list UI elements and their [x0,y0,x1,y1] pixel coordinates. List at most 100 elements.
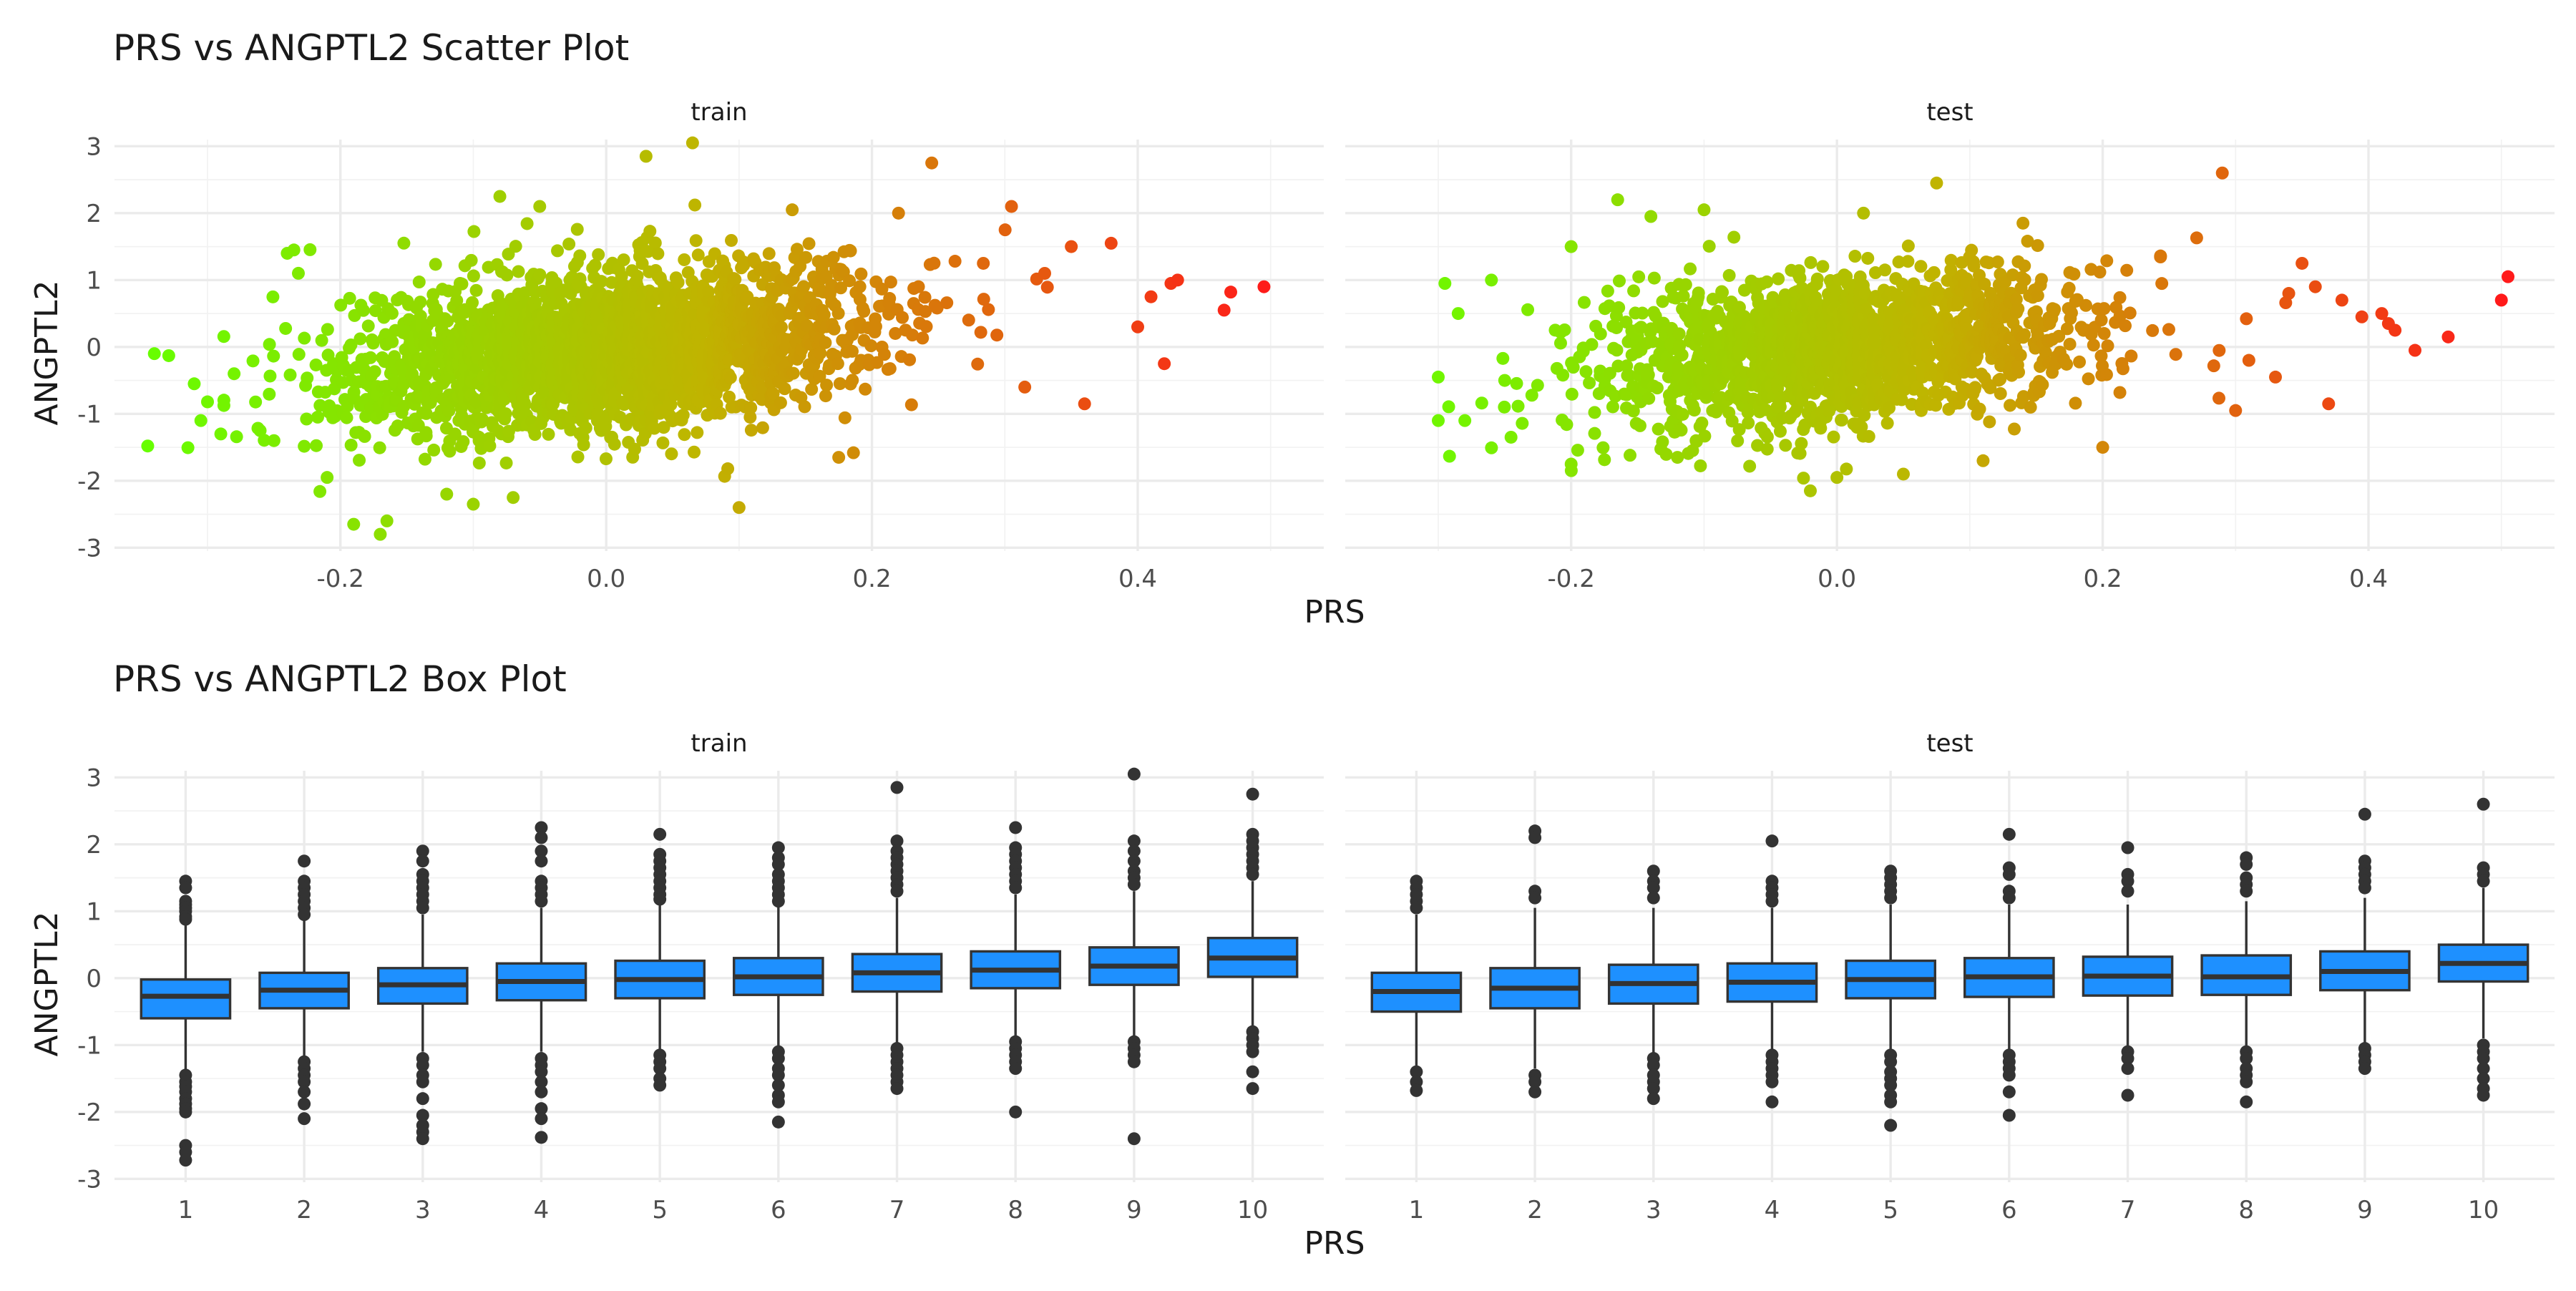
scatter-point [990,328,1004,342]
scatter-point [2269,370,2282,384]
scatter-point [1571,444,1584,457]
scatter-point [1827,430,1840,444]
scatter-point [397,236,411,250]
scatter-point [2154,249,2167,263]
scatter-point [1498,400,1511,414]
y-tick-label: 1 [86,266,102,295]
scatter-point [528,428,542,442]
scatter-point [2060,322,2074,336]
scatter-point [1566,361,1580,374]
scatter-point [1659,447,1673,461]
outlier-point [1646,864,1660,878]
scatter-point [628,442,641,456]
scatter-point [2389,323,2402,337]
scatter-point [1727,230,1741,244]
scatter-point [884,276,897,289]
scatter-x-axis-title: PRS [1304,594,1365,630]
scatter-point [298,331,311,345]
y-tick-label: 2 [86,200,102,228]
scatter-point [1565,387,1579,401]
scatter-point [814,346,827,360]
scatter-point [1687,404,1701,417]
y-tick-label: -2 [77,1098,102,1127]
scatter-point [813,369,826,383]
scatter-point [1521,303,1535,316]
scatter-point [579,421,592,434]
scatter-point [2240,312,2253,326]
scatter-point [419,429,433,443]
scatter-point [918,291,932,304]
scatter-point [599,419,613,433]
scatter-point [648,236,662,250]
outlier-point [2477,1072,2490,1086]
scatter-point [1773,424,1787,438]
x-tick-label: 7 [889,1196,905,1224]
scatter-point [500,268,514,282]
scatter-point [441,314,454,328]
scatter-point [1553,336,1567,350]
scatter-point [744,424,758,437]
scatter-point [599,452,613,466]
scatter-point [551,244,565,258]
outlier-point [771,1068,785,1082]
scatter-point [1504,430,1518,444]
scatter-point [1973,402,1986,416]
scatter-point [2018,259,2031,273]
scatter-point [279,321,293,335]
scatter-point [1675,349,1689,362]
scatter-point [2067,268,2081,281]
scatter-point [2034,273,2048,286]
scatter-point [737,258,751,272]
scatter-point [1078,397,1091,411]
scatter-point [2162,323,2175,336]
scatter-point [162,349,175,362]
x-tick-label: -0.2 [317,565,364,593]
scatter-point [467,269,480,283]
outlier-point [1528,891,1542,905]
scatter-point [728,273,742,286]
scatter-point [1810,272,1824,286]
scatter-point [1779,439,1792,452]
scatter-point [916,331,930,345]
scatter-point [507,491,520,505]
scatter-point [948,255,962,268]
scatter-point [356,303,370,317]
scatter-point [1760,442,1774,456]
y-tick-label: 0 [86,333,102,362]
y-tick-label: 3 [86,132,102,161]
y-tick-label: -2 [77,467,102,496]
scatter-point [2048,303,2062,316]
scatter-point [1485,441,1498,454]
scatter-point [2012,365,2026,379]
scatter-point [1647,271,1661,285]
scatter-point [1677,289,1690,303]
scatter-point [315,333,328,347]
scatter-point [1901,255,1915,268]
outlier-point [2121,1088,2135,1102]
scatter-point [1560,418,1574,432]
outlier-point [2240,857,2253,871]
scatter-point [1984,381,1997,394]
scatter-point [412,276,426,289]
scatter-point [592,248,605,261]
scatter-point [2018,273,2031,286]
scatter-point [303,243,317,256]
scatter-point [1496,351,1510,365]
scatter-point [1901,239,1915,253]
scatter-point [1751,439,1765,452]
scatter-point [766,387,780,401]
scatter-point [1861,251,1875,265]
y-tick-label: 0 [86,965,102,993]
scatter-point [1698,429,1712,443]
outlier-point [1246,1082,1259,1096]
x-tick-label: 5 [652,1196,668,1224]
scatter-plot-title: PRS vs ANGPTL2 Scatter Plot [113,27,629,69]
scatter-point [800,319,814,333]
scatter-point [2119,319,2132,333]
scatter-point [2124,349,2138,363]
scatter-point [1804,255,1818,269]
scatter-point [2502,270,2514,283]
scatter-point [786,203,799,217]
scatter-point [1642,391,1656,405]
scatter-point [656,436,670,449]
